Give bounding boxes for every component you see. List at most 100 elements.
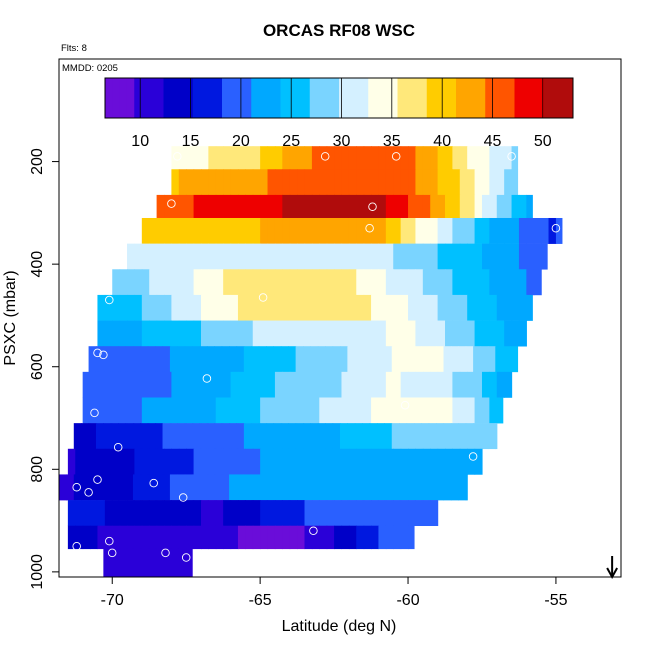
heatmap-cell [282, 371, 291, 398]
colorbar-border [104, 77, 574, 119]
heatmap-cell [363, 448, 372, 475]
heatmap-cell [452, 217, 461, 244]
heatmap-cell [245, 371, 254, 398]
heatmap-cell [319, 269, 328, 296]
heatmap-cell [458, 423, 467, 450]
heatmap-cell [162, 346, 171, 373]
heatmap-cell [245, 397, 254, 424]
heatmap-cell [274, 169, 283, 196]
heatmap-cell [526, 194, 533, 219]
heatmap-cell [245, 269, 254, 296]
heatmap-cell [252, 371, 261, 398]
heatmap-cell [384, 346, 393, 373]
heatmap-cell [467, 371, 476, 398]
heatmap-cell [354, 474, 363, 501]
heatmap-cell [156, 320, 165, 347]
colorbar-tick-label: 15 [182, 133, 200, 150]
heatmap-cell [304, 194, 313, 219]
heatmap-cell [193, 194, 202, 219]
heatmap-cell [385, 294, 394, 321]
colorbar-segment [463, 78, 472, 118]
heatmap-cell [445, 169, 453, 196]
heatmap-cell [406, 346, 415, 373]
heatmap-cell [384, 423, 393, 450]
heatmap-cell [237, 525, 246, 550]
heatmap-cell [208, 194, 217, 219]
heatmap-cell [459, 194, 468, 219]
heatmap-cell [104, 371, 113, 398]
heatmap-cell [141, 294, 150, 321]
heatmap-cell [319, 448, 328, 475]
heatmap-cell [356, 294, 365, 321]
colorbar-segment [543, 78, 552, 118]
heatmap-cell [408, 146, 417, 170]
heatmap-cell [274, 217, 283, 244]
heatmap-cell [104, 397, 113, 424]
heatmap-cell [400, 500, 409, 527]
heatmap-cell [400, 243, 409, 270]
heatmap-cell [177, 423, 186, 450]
heatmap-cell [317, 423, 326, 450]
heatmap-cell [504, 217, 513, 244]
heatmap-cell [103, 423, 112, 450]
heatmap-cell [437, 371, 446, 398]
heatmap-cell [267, 397, 276, 424]
heatmap-cell [192, 474, 201, 501]
heatmap-cell [155, 474, 164, 501]
heatmap-cell [518, 320, 527, 347]
heatmap-cell [408, 371, 417, 398]
colorbar-tick-label: 25 [282, 133, 300, 150]
heatmap-cell [356, 500, 365, 527]
heatmap-cell [251, 423, 260, 450]
observation-marker [167, 199, 176, 208]
colorbar-segment [485, 78, 494, 118]
heatmap-cell [378, 194, 387, 219]
heatmap-cell [90, 371, 99, 398]
heatmap-cell [208, 500, 217, 527]
heatmap-cell [489, 243, 498, 270]
heatmap-cell [467, 146, 476, 170]
heatmap-cell [452, 146, 461, 170]
heatmap-cell [149, 269, 158, 296]
heatmap-cell [445, 294, 453, 321]
heatmap-cell [236, 346, 245, 373]
heatmap-cell [348, 243, 357, 270]
heatmap-cell [422, 294, 431, 321]
colorbar-segment [214, 78, 223, 118]
heatmap-cell [430, 194, 439, 219]
heatmap-cell [371, 320, 380, 347]
heatmap-cell [134, 243, 143, 270]
heatmap-cell [445, 217, 453, 244]
heatmap-cell [430, 243, 439, 270]
heatmap-cell [178, 194, 187, 219]
heatmap-cell [141, 243, 150, 270]
colorbar-segment [273, 78, 281, 118]
heatmap-cell [504, 169, 513, 196]
heatmap-cell [415, 269, 424, 296]
observation-marker [113, 442, 123, 452]
heatmap-cell [385, 169, 394, 196]
heatmap-cell [147, 346, 156, 373]
heatmap-cell [452, 269, 461, 296]
heatmap-cell [363, 194, 372, 219]
heatmap-cell [304, 217, 313, 244]
heatmap-cell [184, 423, 193, 450]
heatmap-cell [385, 320, 394, 347]
heatmap-cell [237, 243, 246, 270]
heatmap-cell [112, 448, 121, 475]
heatmap-cell [430, 169, 439, 196]
heatmap-cell [430, 448, 439, 475]
heatmap-cell [304, 448, 313, 475]
heatmap-cell [326, 294, 335, 321]
heatmap-cell [127, 500, 136, 527]
observation-marker [149, 478, 158, 488]
heatmap-cell [363, 294, 372, 321]
heatmap-cell [319, 194, 328, 219]
heatmap-cell [496, 397, 504, 424]
heatmap-cell [252, 397, 261, 424]
heatmap-cell [334, 169, 343, 196]
heatmap-cell [164, 525, 172, 550]
heatmap-cell [436, 346, 445, 373]
heatmap-cell [385, 194, 394, 219]
